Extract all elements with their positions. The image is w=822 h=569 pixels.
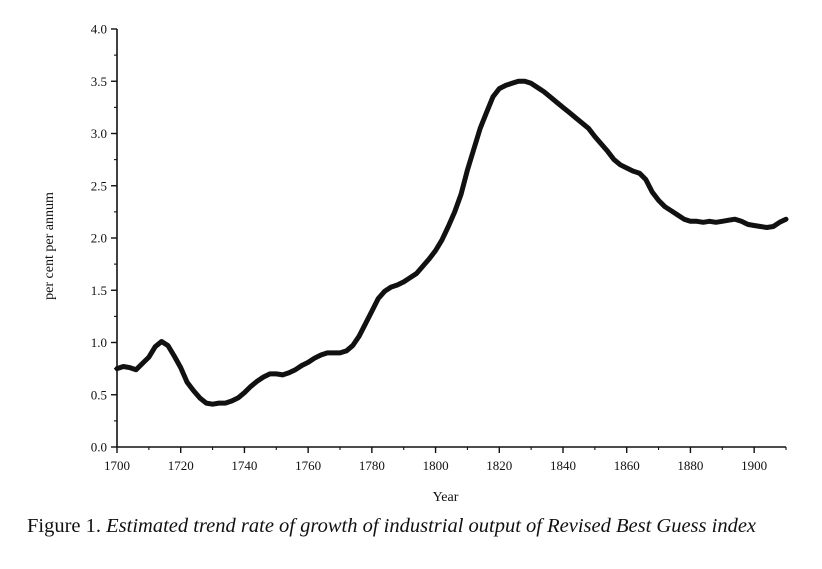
growth-rate-line xyxy=(114,78,789,407)
x-tick-label: 1800 xyxy=(423,458,449,473)
figure-caption-text: Estimated trend rate of growth of indust… xyxy=(106,515,757,537)
figure-label: Figure 1. xyxy=(27,515,102,537)
y-tick-label: 1.0 xyxy=(91,335,107,350)
x-tick-label: 1740 xyxy=(231,458,257,473)
y-axis-title: per cent per annum xyxy=(42,192,57,300)
x-tick-label: 1780 xyxy=(359,458,385,473)
y-tick-label: 3.0 xyxy=(91,126,107,141)
y-tick-label: 1.5 xyxy=(91,283,107,298)
y-tick-label: 2.0 xyxy=(91,231,107,246)
figure-caption: Figure 1. Estimated trend rate of growth… xyxy=(27,514,807,539)
x-tick-label: 1760 xyxy=(295,458,321,473)
x-tick-label: 1840 xyxy=(550,458,576,473)
y-tick-label: 0.0 xyxy=(91,440,107,455)
x-axis-ticks: 1700 1720 1740 1760 1780 1800 1820 1840 1860 1880… xyxy=(104,447,787,473)
y-axis-ticks: 0.0 0.5 1.0 1.5 2.0 2.5 3.0 3.5 4.0 xyxy=(91,22,117,455)
x-tick-label: 1900 xyxy=(741,458,767,473)
y-tick-label: 4.0 xyxy=(91,22,107,37)
y-tick-label: 0.5 xyxy=(91,387,107,402)
y-tick-label: 3.5 xyxy=(91,74,107,89)
x-tick-label: 1880 xyxy=(677,458,703,473)
x-tick-label: 1720 xyxy=(168,458,194,473)
x-axis-title: Year xyxy=(433,490,459,505)
x-tick-label: 1860 xyxy=(614,458,640,473)
x-tick-label: 1700 xyxy=(104,458,130,473)
y-tick-label: 2.5 xyxy=(91,178,107,193)
x-tick-label: 1820 xyxy=(486,458,512,473)
